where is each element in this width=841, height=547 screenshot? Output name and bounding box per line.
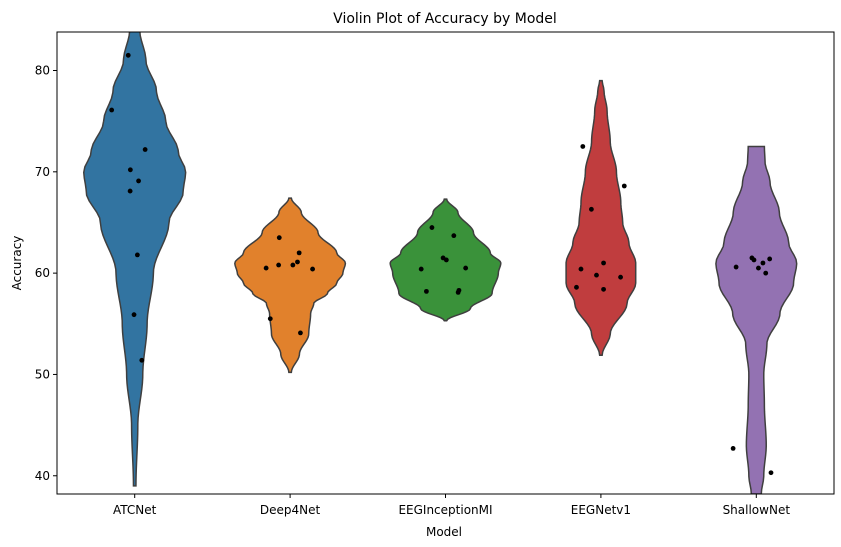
data-point (621, 183, 627, 189)
data-point (429, 225, 435, 230)
data-point (760, 260, 766, 266)
y-tick-label: 50 (35, 367, 50, 381)
data-point (618, 274, 623, 280)
data-point (763, 270, 769, 276)
data-point (424, 288, 429, 294)
data-point (310, 266, 315, 272)
x-tick-label: EEGInceptionMI (398, 503, 492, 517)
x-tick-label: ShallowNet (723, 503, 791, 517)
data-point (574, 284, 579, 290)
data-point (730, 446, 736, 451)
data-point (127, 167, 133, 173)
data-point (578, 266, 584, 272)
x-axis: ATCNet Deep4Net EEGInceptionMI EEGNetv1 Shal… (113, 494, 790, 517)
x-tick-label: ATCNet (113, 503, 157, 517)
data-point (751, 257, 757, 263)
data-point (267, 316, 273, 322)
data-point (125, 52, 131, 58)
data-point (263, 265, 269, 271)
data-point (451, 233, 457, 239)
data-point (136, 178, 141, 184)
y-tick-label: 40 (35, 469, 50, 483)
y-tick-label: 60 (35, 266, 50, 280)
y-tick-label: 80 (35, 64, 50, 78)
violin-EEGNetv1 (565, 79, 637, 356)
data-point (768, 470, 774, 476)
x-axis-label: Model (426, 525, 462, 539)
y-tick-label: 70 (35, 165, 50, 179)
data-point (418, 266, 424, 272)
data-point (134, 252, 140, 258)
data-point (767, 256, 773, 262)
data-point (601, 260, 606, 266)
x-tick-label: EEGNetv1 (571, 503, 631, 517)
data-point (295, 259, 300, 265)
data-point (276, 262, 282, 268)
data-point (276, 235, 282, 241)
plot-area (82, 32, 798, 494)
data-point (733, 264, 739, 270)
data-point (580, 144, 586, 149)
data-point (139, 357, 145, 363)
data-point (127, 188, 133, 194)
data-point (290, 262, 296, 268)
y-axis-label: Accuracy (10, 236, 24, 291)
violin-Deep4Net (234, 197, 347, 374)
data-point (296, 250, 302, 256)
chart-title: Violin Plot of Accuracy by Model (333, 11, 557, 27)
data-point (298, 330, 303, 336)
x-tick-label: Deep4Net (260, 503, 321, 517)
violin-ShallowNet (715, 145, 798, 494)
data-point (594, 272, 599, 278)
data-point (131, 312, 137, 318)
y-axis: 40 50 60 70 80 (35, 64, 57, 483)
violin-ATCNet (82, 32, 187, 487)
data-point (443, 257, 449, 263)
data-point (463, 265, 469, 271)
data-point (455, 289, 461, 295)
data-point (756, 265, 761, 271)
data-point (589, 206, 594, 212)
data-point (142, 147, 148, 152)
data-point (109, 107, 115, 113)
data-point (601, 286, 606, 292)
